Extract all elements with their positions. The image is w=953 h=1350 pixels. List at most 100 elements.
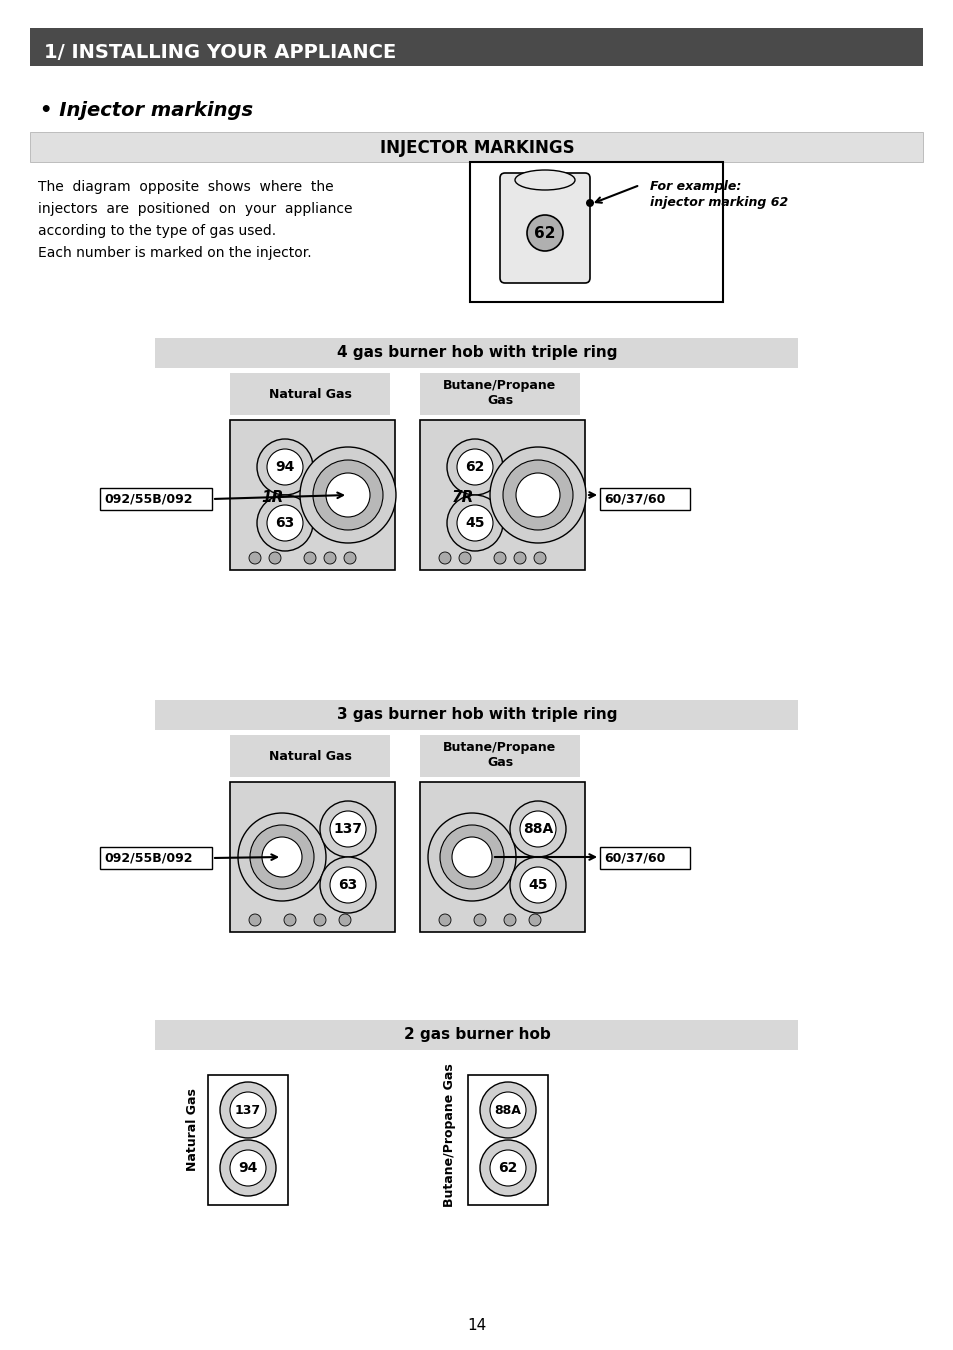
Circle shape xyxy=(456,505,493,541)
Circle shape xyxy=(438,552,451,564)
Bar xyxy=(419,782,584,932)
Circle shape xyxy=(267,505,303,541)
Text: Gas: Gas xyxy=(486,756,513,768)
Text: 62: 62 xyxy=(534,225,556,240)
Circle shape xyxy=(230,1092,266,1129)
Bar xyxy=(419,420,584,570)
Bar xyxy=(470,162,722,302)
Circle shape xyxy=(304,552,315,564)
Circle shape xyxy=(447,439,502,495)
Circle shape xyxy=(220,1139,275,1196)
Circle shape xyxy=(344,552,355,564)
Circle shape xyxy=(529,914,540,926)
Text: 45: 45 xyxy=(528,878,547,892)
Text: 1/ INSTALLING YOUR APPLIANCE: 1/ INSTALLING YOUR APPLIANCE xyxy=(44,43,395,62)
Circle shape xyxy=(438,914,451,926)
Circle shape xyxy=(458,552,471,564)
Text: 4 gas burner hob with triple ring: 4 gas burner hob with triple ring xyxy=(336,346,617,360)
Text: Butane/Propane Gas: Butane/Propane Gas xyxy=(443,1064,456,1207)
Bar xyxy=(100,487,212,510)
Circle shape xyxy=(510,857,565,913)
Circle shape xyxy=(514,552,525,564)
Circle shape xyxy=(452,837,492,878)
Circle shape xyxy=(479,1139,536,1196)
Text: 63: 63 xyxy=(338,878,357,892)
Bar xyxy=(419,373,579,414)
Circle shape xyxy=(267,450,303,485)
Circle shape xyxy=(519,811,556,846)
Text: 60/37/60: 60/37/60 xyxy=(603,852,664,864)
Text: 7R: 7R xyxy=(452,490,474,505)
Circle shape xyxy=(230,1150,266,1187)
Text: INJECTOR MARKINGS: INJECTOR MARKINGS xyxy=(379,139,574,157)
Text: 092/55B/092: 092/55B/092 xyxy=(104,852,193,864)
Circle shape xyxy=(256,439,313,495)
Text: injector marking 62: injector marking 62 xyxy=(649,196,787,209)
Circle shape xyxy=(490,1092,525,1129)
Text: 94: 94 xyxy=(238,1161,257,1174)
Text: 62: 62 xyxy=(497,1161,517,1174)
Circle shape xyxy=(439,825,503,890)
Text: 88A: 88A xyxy=(522,822,553,836)
Circle shape xyxy=(534,552,545,564)
Bar xyxy=(599,846,689,869)
Circle shape xyxy=(319,857,375,913)
Text: 137: 137 xyxy=(334,822,362,836)
Circle shape xyxy=(516,472,559,517)
Text: Natural Gas: Natural Gas xyxy=(186,1088,199,1172)
Bar xyxy=(230,782,395,932)
Circle shape xyxy=(503,914,516,926)
Circle shape xyxy=(262,837,302,878)
Circle shape xyxy=(324,552,335,564)
Circle shape xyxy=(299,447,395,543)
Text: Butane/Propane: Butane/Propane xyxy=(443,741,556,753)
Circle shape xyxy=(474,914,485,926)
Text: Butane/Propane: Butane/Propane xyxy=(443,378,556,392)
Circle shape xyxy=(314,914,326,926)
Text: 88A: 88A xyxy=(494,1103,521,1116)
Circle shape xyxy=(490,1150,525,1187)
Circle shape xyxy=(249,914,261,926)
Bar xyxy=(154,338,797,369)
Circle shape xyxy=(313,460,382,531)
Circle shape xyxy=(220,1081,275,1138)
Bar xyxy=(30,132,923,162)
Circle shape xyxy=(256,495,313,551)
Circle shape xyxy=(479,1081,536,1138)
Circle shape xyxy=(326,472,370,517)
Bar xyxy=(230,734,390,778)
Text: 62: 62 xyxy=(465,460,484,474)
Text: 14: 14 xyxy=(467,1318,486,1332)
Text: 137: 137 xyxy=(234,1103,261,1116)
Circle shape xyxy=(447,495,502,551)
Bar xyxy=(230,373,390,414)
Circle shape xyxy=(502,460,573,531)
Text: 092/55B/092: 092/55B/092 xyxy=(104,493,193,505)
Text: 94: 94 xyxy=(275,460,294,474)
Text: 63: 63 xyxy=(275,516,294,531)
Text: Natural Gas: Natural Gas xyxy=(269,751,351,764)
Circle shape xyxy=(330,867,366,903)
Text: Each number is marked on the injector.: Each number is marked on the injector. xyxy=(38,246,312,261)
Text: 1R: 1R xyxy=(261,490,284,505)
Circle shape xyxy=(284,914,295,926)
Circle shape xyxy=(490,447,585,543)
Bar xyxy=(154,1021,797,1050)
Circle shape xyxy=(330,811,366,846)
Text: Gas: Gas xyxy=(486,393,513,406)
Bar xyxy=(30,28,923,66)
Bar xyxy=(154,701,797,730)
Circle shape xyxy=(510,801,565,857)
Circle shape xyxy=(428,813,516,900)
Bar xyxy=(230,420,395,570)
Text: Natural Gas: Natural Gas xyxy=(269,389,351,401)
Text: 2 gas burner hob: 2 gas burner hob xyxy=(403,1027,550,1042)
Text: The  diagram  opposite  shows  where  the: The diagram opposite shows where the xyxy=(38,180,334,194)
Text: injectors  are  positioned  on  your  appliance: injectors are positioned on your applian… xyxy=(38,202,352,216)
Text: 45: 45 xyxy=(465,516,484,531)
Circle shape xyxy=(237,813,326,900)
Circle shape xyxy=(494,552,505,564)
Text: according to the type of gas used.: according to the type of gas used. xyxy=(38,224,275,238)
Circle shape xyxy=(519,867,556,903)
Circle shape xyxy=(526,215,562,251)
